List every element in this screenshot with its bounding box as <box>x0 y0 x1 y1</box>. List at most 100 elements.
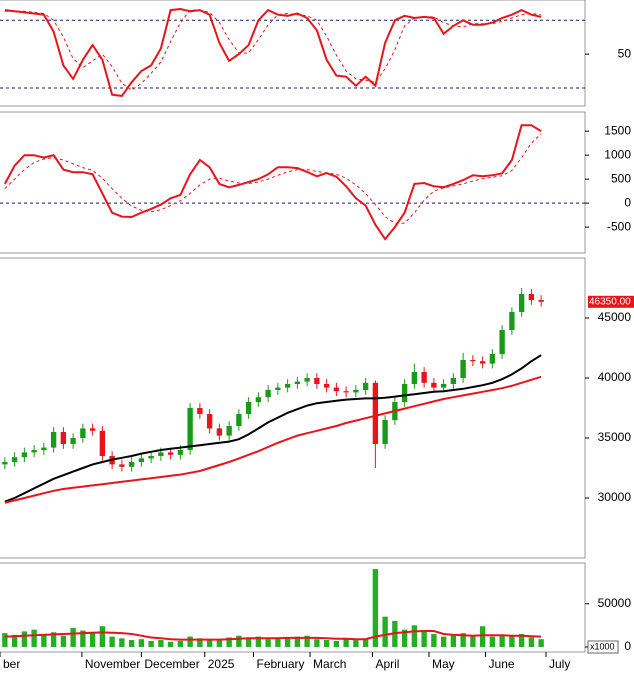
candle-body <box>99 430 106 456</box>
candle-body <box>401 384 408 402</box>
volume-bar <box>265 639 271 647</box>
candle-body <box>323 384 330 388</box>
panel-frame <box>0 0 586 107</box>
candle-body <box>11 457 18 462</box>
unit-label: x1000 <box>590 641 615 651</box>
candle-body <box>138 458 145 462</box>
volume-bar <box>333 640 340 647</box>
volume-bar <box>304 635 310 647</box>
x-tick-label: April <box>375 657 399 671</box>
candle-body <box>60 432 67 444</box>
volume-bar <box>353 640 359 647</box>
y-tick-label: 1500 <box>604 123 631 137</box>
candle-body <box>479 361 486 364</box>
volume-bar <box>431 633 437 647</box>
x-tick-label: March <box>313 657 346 671</box>
candle-body <box>431 382 437 388</box>
volume-bar <box>2 633 8 647</box>
candle-body <box>216 428 223 436</box>
volume-bar <box>128 640 135 647</box>
volume-bar <box>21 631 28 647</box>
panel-frame <box>0 111 586 254</box>
x-tick-label: May <box>432 657 455 671</box>
candle-body <box>499 330 505 354</box>
last-price-label: 46350.00 <box>589 296 631 307</box>
panel-frame <box>0 257 586 559</box>
y-tick-label: 500 <box>611 171 631 185</box>
volume-bar <box>372 569 379 647</box>
candle-body <box>148 456 154 459</box>
line-series <box>4 7 542 97</box>
candle-body <box>50 432 57 448</box>
candle-body <box>197 408 203 414</box>
volume-bar <box>70 627 76 647</box>
volume-bar <box>460 633 466 647</box>
volume-bar <box>479 626 486 647</box>
volume-bar <box>255 636 262 647</box>
candle-body <box>489 354 496 364</box>
candle-body <box>89 428 96 431</box>
y-tick-label: 30000 <box>598 490 632 504</box>
x-tick-label: July <box>549 657 570 671</box>
volume-bar <box>401 629 408 647</box>
candle-body <box>80 428 86 438</box>
volume-bar <box>362 638 369 647</box>
x-tick-label: June <box>489 657 515 671</box>
candle-body <box>333 387 340 392</box>
volume-bar <box>206 639 213 647</box>
volume-bar <box>148 640 154 647</box>
x-tick-label: ber <box>3 657 20 671</box>
candle-body <box>304 378 310 382</box>
volume-bar <box>245 638 252 647</box>
volume-bar <box>538 639 544 647</box>
candle-body <box>265 390 271 398</box>
candle-body <box>177 450 184 455</box>
volume-bar <box>421 631 427 647</box>
volume-bar <box>11 634 18 647</box>
volume-bar <box>528 637 535 647</box>
moving-average <box>4 375 542 504</box>
volume-bar <box>382 616 388 647</box>
candle-body <box>119 464 125 467</box>
candle-body <box>343 391 349 393</box>
volume-bar <box>89 633 96 647</box>
candle-body <box>187 408 193 450</box>
volume-bar <box>109 636 115 647</box>
volume-bar <box>187 636 193 647</box>
y-tick-label: 0 <box>624 639 631 653</box>
candle-body <box>518 294 525 312</box>
volume-bar <box>177 640 184 647</box>
candle-body <box>226 426 232 436</box>
candle-body <box>538 300 544 302</box>
candle-body <box>275 387 281 390</box>
volume-bar <box>440 636 447 647</box>
volume-bar <box>197 638 203 647</box>
y-tick-label: 0 <box>624 195 631 209</box>
moving-average <box>4 354 542 503</box>
volume-bar <box>216 640 223 647</box>
volume-bar <box>518 633 525 647</box>
candle-body <box>2 462 8 465</box>
volume-bar <box>158 640 164 647</box>
candle-body <box>167 452 174 455</box>
last-price-box <box>588 295 634 308</box>
candle-body <box>372 382 379 444</box>
candle-body <box>314 378 320 384</box>
line-series <box>4 124 542 241</box>
x-tick-label: February <box>257 657 305 671</box>
candle-body <box>353 390 359 393</box>
candle-body <box>284 384 291 388</box>
volume-bar <box>99 626 106 647</box>
volume-bar <box>323 640 330 647</box>
candle-body <box>528 294 535 300</box>
candle-body <box>245 402 252 414</box>
volume-bar <box>343 639 349 647</box>
candle-body <box>411 372 418 384</box>
volume-bar <box>275 637 281 647</box>
line-series <box>4 133 542 224</box>
candle-body <box>128 462 135 467</box>
candle-body <box>509 312 515 330</box>
volume-average <box>4 630 542 641</box>
candle-body <box>41 447 47 450</box>
